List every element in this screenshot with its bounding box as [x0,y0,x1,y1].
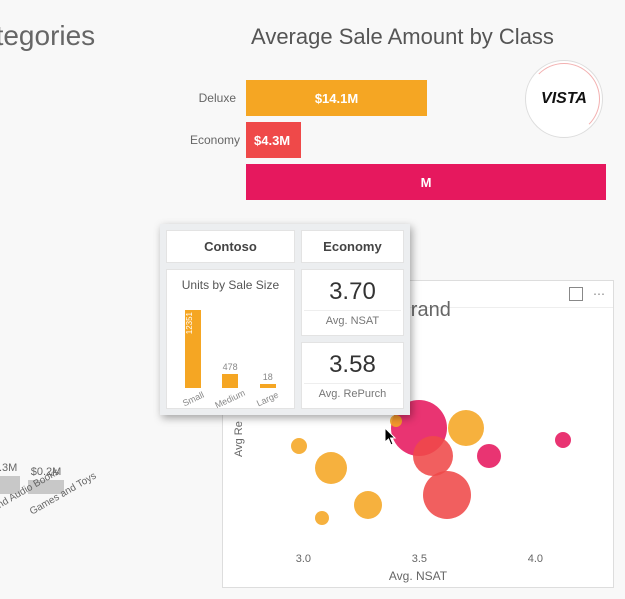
tooltip-metric-nsat: 3.70 Avg. NSAT [301,269,404,336]
vista-logo: VISTA [525,60,603,138]
logo-text: VISTA [541,90,587,108]
x-tick: 3.5 [412,553,427,565]
tooltip-head-brand: Contoso [166,230,295,263]
focus-mode-icon[interactable] [569,287,583,301]
metric-label: Avg. RePurch [304,383,401,400]
bar-rect: $14.1M [246,80,427,116]
category-bar-value: $0.3M [0,462,17,474]
more-options-icon[interactable]: ⋯ [593,287,605,301]
bar-rect: $4.3M [246,122,301,158]
scatter-bubble[interactable] [354,491,382,519]
unit-bar: 12351Small [182,310,205,404]
scatter-bubble[interactable] [555,432,571,448]
tooltip-head-class: Economy [301,230,404,263]
tooltip-card: Contoso Economy Units by Sale Size 12351… [160,224,410,415]
scatter-x-label: Avg. NSAT [223,569,613,583]
x-tick: 3.0 [296,553,311,565]
scatter-bubble[interactable] [315,511,329,525]
category-bar-label: s and Audio Books [0,490,21,518]
unit-bar: 478Medium [214,362,246,404]
tooltip-units-title: Units by Sale Size [173,278,288,292]
scatter-bubble[interactable] [315,452,347,484]
bar-category: Deluxe [190,91,246,105]
scatter-bubble[interactable] [291,438,307,454]
unit-bar: 18Large [256,372,279,404]
metric-value: 3.58 [304,351,401,379]
bar-chart-title: Average Sale Amount by Class [190,24,615,50]
x-tick: 4.0 [528,553,543,565]
bar-row[interactable]: M [190,164,615,200]
metric-value: 3.70 [304,278,401,306]
scatter-bubble[interactable] [477,444,501,468]
categories-panel: ategories $1.2MAudio$0.3Ms and Audio Boo… [0,0,180,599]
categories-title: ategories [0,20,95,52]
categories-bars: $1.2MAudio$0.3Ms and Audio Books$0.2MGam… [0,420,64,519]
category-bar[interactable]: $0.3M s and Audio Books [0,462,20,519]
tooltip-metric-repurch: 3.58 Avg. RePurch [301,342,404,409]
scatter-bubble[interactable] [448,410,484,446]
tooltip-units-panel: Units by Sale Size 12351Small 478Medium 18… [166,269,295,409]
tooltip-unit-bars: 12351Small 478Medium 18Large [173,300,288,404]
bar-rect: M [246,164,606,200]
category-bar-label: Games and Toys [28,490,65,518]
bar-category: Economy [190,133,246,147]
scatter-bubble[interactable] [423,471,471,519]
scatter-bubble[interactable] [390,415,402,427]
metric-label: Avg. NSAT [304,310,401,327]
